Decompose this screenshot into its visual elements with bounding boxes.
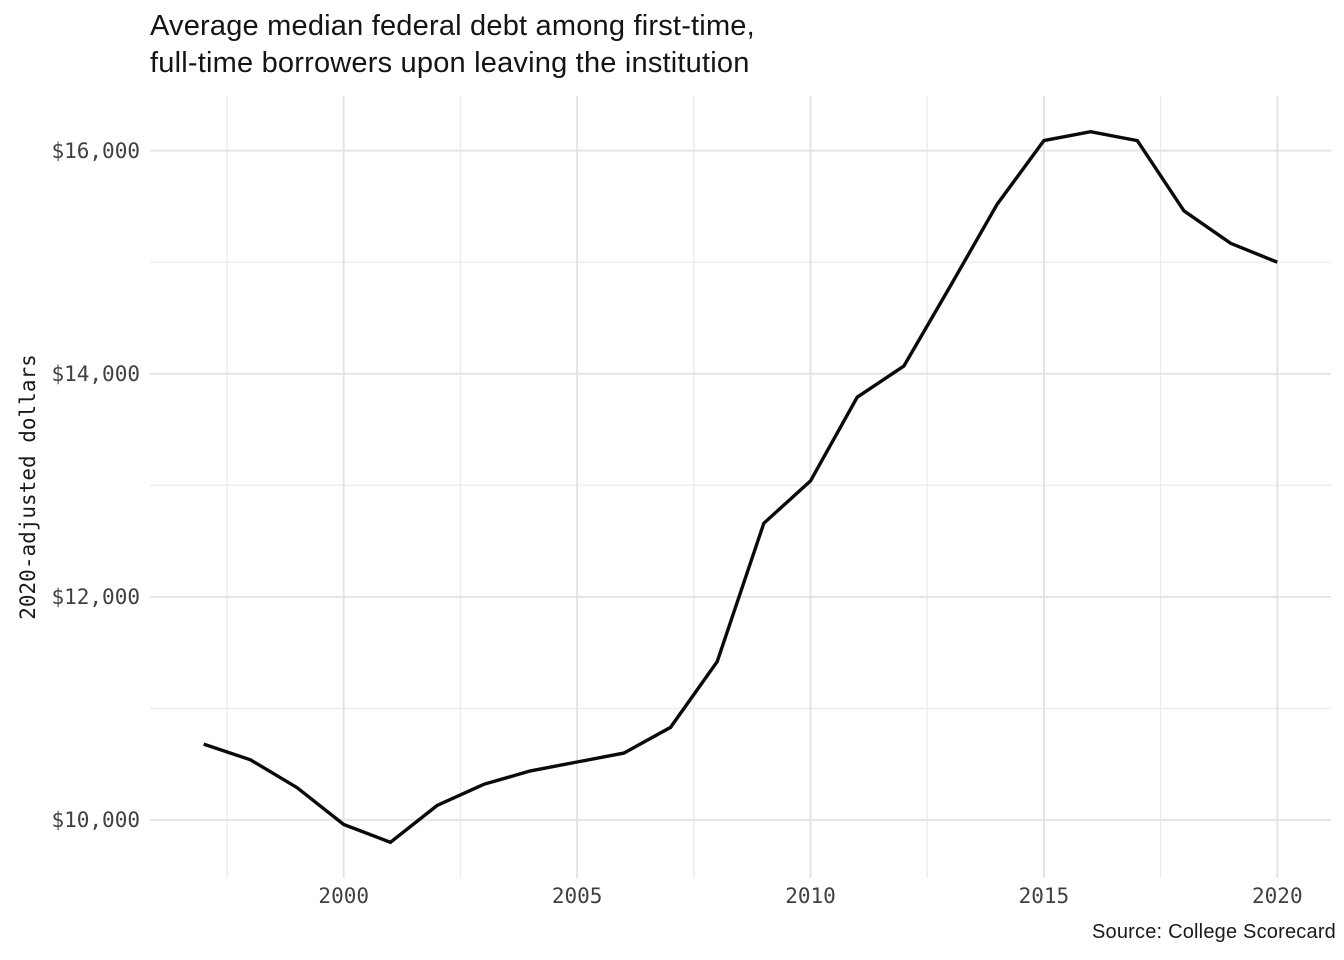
x-tick-label: 2015: [1018, 884, 1070, 908]
y-tick-label: $10,000: [51, 807, 140, 832]
chart-title: Average median federal debt among first-…: [150, 10, 755, 79]
x-tick-label: 2010: [785, 884, 836, 908]
y-tick-label: $16,000: [51, 138, 140, 163]
y-tick-label: $14,000: [51, 361, 140, 386]
x-tick-label: 2000: [318, 884, 369, 908]
source-caption: Source: College Scorecard: [1091, 921, 1336, 943]
gridlines-major: [150, 96, 1331, 878]
x-tick-label: 2005: [551, 884, 603, 908]
data-line-average-median-federal-debt-2020-adjusted-dollars-: [203, 129, 1278, 845]
y-tick-label: $12,000: [51, 584, 140, 609]
x-tick-label: 2020: [1252, 884, 1303, 908]
gridlines-minor: [150, 96, 1331, 878]
